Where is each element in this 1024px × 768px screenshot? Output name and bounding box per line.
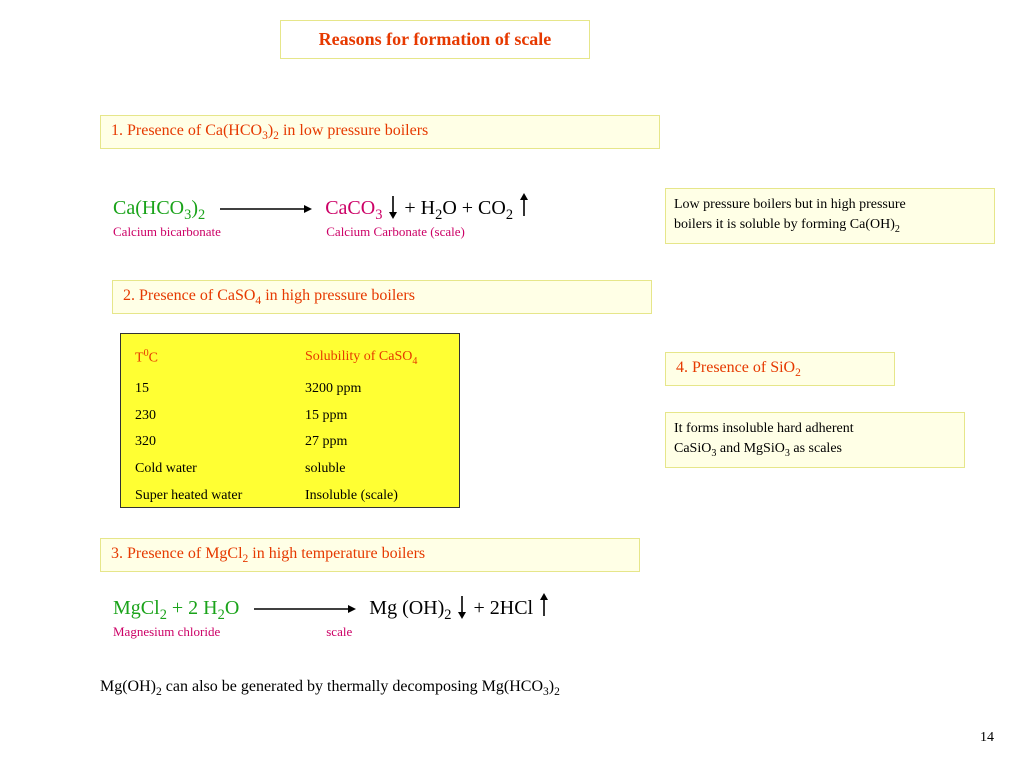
page-number: 14 [980, 730, 994, 746]
right-arrow-icon [218, 202, 312, 216]
r1-c: in low pressure boilers [279, 122, 428, 139]
eq2-rhs-b: + 2HCl [473, 597, 538, 619]
reason-1-box: 1. Presence of Ca(HCO3)2 in low pressure… [100, 115, 660, 149]
eq2-lhs-b: + 2 H [167, 597, 218, 619]
solubility-table: T0C Solubility of CaSO4 153200 ppm 23015… [120, 333, 460, 508]
fn-b: can also be generated by thermally decom… [162, 678, 543, 695]
r3-a: 3. Presence of MgCl [111, 545, 243, 562]
eq1-label-rhs: Calcium Carbonate (scale) [326, 224, 465, 239]
note2-a: It forms insoluble hard adherent [674, 421, 854, 436]
table-row: 153200 ppm [135, 376, 445, 403]
note-1-box: Low pressure boilers but in high pressur… [665, 188, 995, 244]
table-row: Cold watersoluble [135, 456, 445, 483]
r2-b: in high pressure boilers [261, 287, 415, 304]
note1-b: boilers it is soluble by forming Ca(OH) [674, 217, 895, 232]
equation-2: MgCl2 + 2 H2O Mg (OH)2 + 2HCl [113, 592, 550, 624]
note2-b1: CaSiO [674, 441, 711, 456]
reason-1-text: 1. Presence of Ca(HCO3)2 in low pressure… [111, 122, 428, 139]
equation-1: Ca(HCO3)2 CaCO3 + H2O + CO2 [113, 192, 530, 224]
equation-1-labels: Calcium bicarbonate Calcium Carbonate (s… [113, 224, 465, 240]
eq1-rhs-a1: CaCO [325, 197, 375, 219]
eq2-lhs: MgCl2 + 2 H2O [113, 597, 244, 619]
eq1-rhs-b1: + H [404, 197, 435, 219]
down-arrow-icon [387, 194, 399, 220]
slide-title: Reasons for formation of scale [319, 29, 552, 49]
reason-4-text: 4. Presence of SiO2 [676, 359, 801, 376]
fn-a: Mg(OH) [100, 678, 156, 695]
title-box: Reasons for formation of scale [280, 20, 590, 59]
eq2-lhs-c: O [225, 597, 239, 619]
eq1-lhs-b: ) [191, 197, 198, 219]
up-arrow-icon [518, 192, 530, 218]
eq1-rhs-a: CaCO3 [325, 197, 387, 219]
eq2-rhs-a1: Mg (OH) [369, 597, 444, 619]
table-row: 32027 ppm [135, 429, 445, 456]
reason-3-text: 3. Presence of MgCl2 in high temperature… [111, 545, 425, 562]
eq2-rhs-b1: + 2HCl [473, 597, 533, 619]
eq1-lhs-a: Ca(HCO [113, 197, 184, 219]
sol-h1: T0C [135, 344, 305, 372]
reason-2-box: 2. Presence of CaSO4 in high pressure bo… [112, 280, 652, 314]
note2-b3: as scales [790, 441, 842, 456]
r2-a: 2. Presence of CaSO [123, 287, 255, 304]
down-arrow-icon [456, 594, 468, 620]
r3-b: in high temperature boilers [248, 545, 425, 562]
sol-h2: Solubility of CaSO4 [305, 344, 417, 372]
reason-4-box: 4. Presence of SiO2 [665, 352, 895, 386]
eq1-rhs-b2: O + CO [442, 197, 506, 219]
eq1-lhs: Ca(HCO3)2 [113, 197, 210, 219]
note1-a: Low pressure boilers but in high pressur… [674, 197, 906, 212]
reason-3-box: 3. Presence of MgCl2 in high temperature… [100, 538, 640, 572]
up-arrow-icon [538, 592, 550, 618]
equation-2-labels: Magnesium chloride scale [113, 624, 352, 640]
right-arrow-icon [252, 602, 356, 616]
table-row: 23015 ppm [135, 403, 445, 430]
reason-2-text: 2. Presence of CaSO4 in high pressure bo… [123, 287, 415, 304]
r4-a: 4. Presence of SiO [676, 359, 795, 376]
eq2-label-lhs: Magnesium chloride [113, 624, 323, 640]
r1-a: 1. Presence of Ca(HCO [111, 122, 262, 139]
footnote: Mg(OH)2 can also be generated by thermal… [100, 678, 560, 698]
eq2-rhs-a: Mg (OH)2 [369, 597, 456, 619]
table-row: Super heated waterInsoluble (scale) [135, 483, 445, 510]
note2-b2: and MgSiO [716, 441, 784, 456]
note-2-box: It forms insoluble hard adherent CaSiO3 … [665, 412, 965, 468]
eq1-rhs-b: + H2O + CO2 [404, 197, 518, 219]
sol-header: T0C Solubility of CaSO4 [135, 344, 445, 372]
eq2-lhs-a: MgCl [113, 597, 160, 619]
eq2-label-rhs: scale [326, 624, 352, 639]
eq1-label-lhs: Calcium bicarbonate [113, 224, 323, 240]
slide: Reasons for formation of scale 1. Presen… [0, 0, 1024, 768]
